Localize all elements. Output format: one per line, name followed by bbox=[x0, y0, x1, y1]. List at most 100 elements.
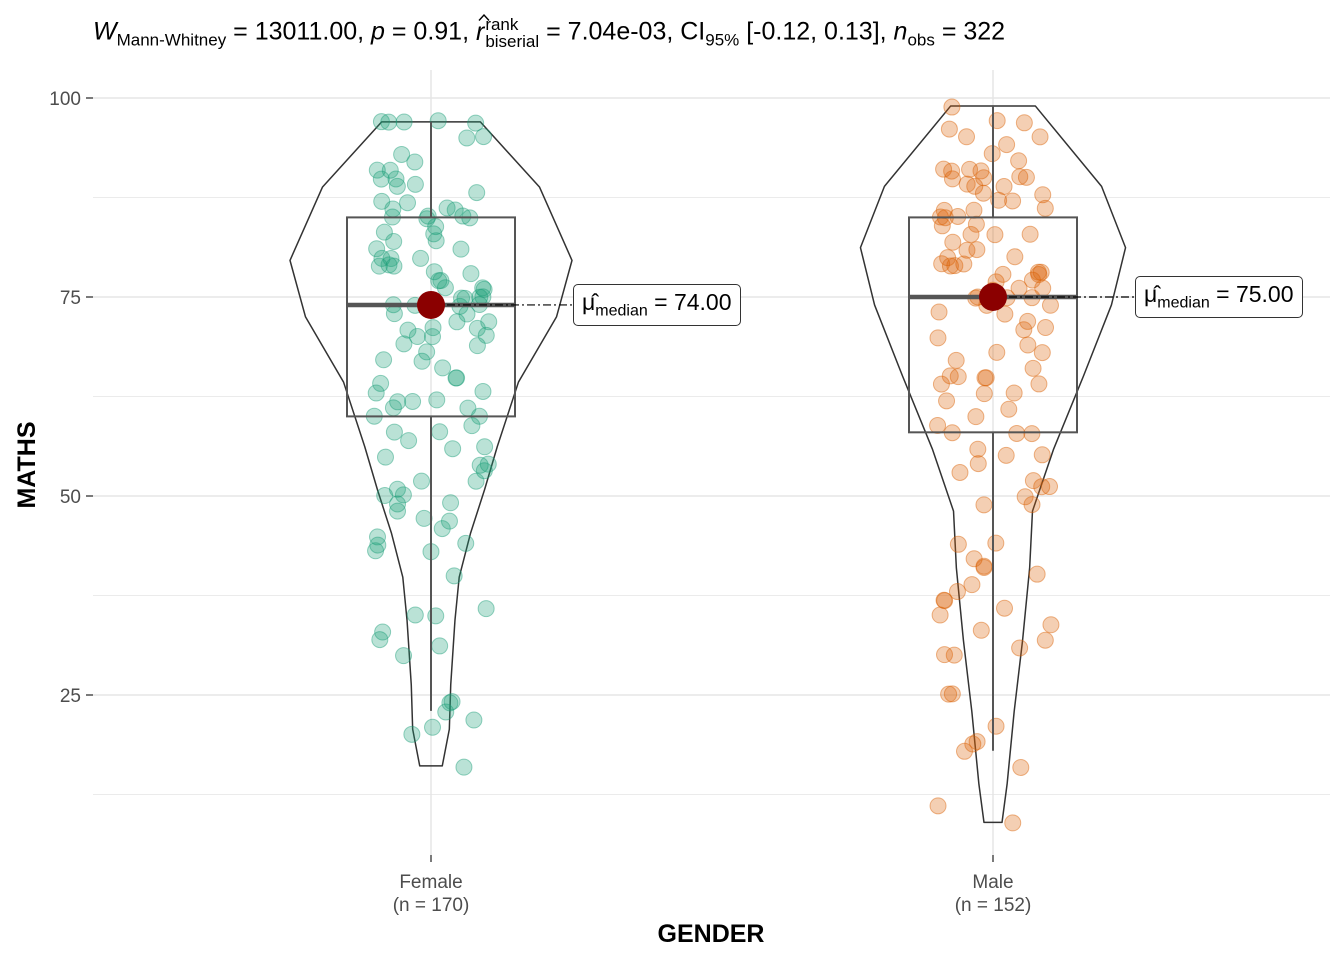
data-point bbox=[988, 343, 1006, 361]
data-point bbox=[969, 440, 987, 458]
data-point bbox=[468, 184, 486, 202]
data-point bbox=[436, 279, 454, 297]
data-point bbox=[944, 233, 962, 251]
data-point bbox=[1023, 271, 1041, 289]
data-point bbox=[389, 502, 407, 520]
data-point bbox=[465, 711, 483, 729]
data-point bbox=[399, 194, 417, 212]
data-point bbox=[441, 694, 459, 712]
data-point bbox=[947, 351, 965, 369]
data-point bbox=[428, 391, 446, 409]
data-point bbox=[969, 455, 987, 473]
data-point bbox=[1005, 384, 1023, 402]
group-female bbox=[289, 112, 573, 776]
data-point bbox=[427, 218, 445, 236]
data-point bbox=[367, 384, 385, 402]
data-point bbox=[1032, 263, 1050, 281]
data-point bbox=[445, 567, 463, 585]
data-point bbox=[943, 98, 961, 116]
data-point bbox=[967, 408, 985, 426]
data-point bbox=[936, 592, 954, 610]
violin-male bbox=[859, 105, 1127, 824]
data-point bbox=[988, 112, 1006, 130]
data-point bbox=[415, 509, 433, 527]
y-tick-label: 100 bbox=[49, 89, 81, 110]
data-point bbox=[956, 742, 974, 760]
data-point bbox=[977, 369, 995, 387]
data-point bbox=[382, 250, 400, 268]
x-axis-title: GENDER bbox=[658, 920, 765, 948]
data-point bbox=[935, 591, 953, 609]
data-point bbox=[938, 392, 956, 410]
data-point bbox=[372, 170, 390, 188]
x-axis: Female(n = 170) Male(n = 152) bbox=[393, 855, 1031, 916]
data-point bbox=[389, 495, 407, 513]
data-point bbox=[429, 112, 447, 130]
data-point bbox=[438, 199, 456, 217]
data-point bbox=[996, 305, 1014, 323]
y-tick-label: 25 bbox=[60, 686, 81, 707]
data-point bbox=[388, 177, 406, 195]
male-median-label: μ̂median = 75.00 bbox=[1135, 276, 1303, 318]
data-point bbox=[467, 114, 485, 132]
data-point bbox=[423, 328, 441, 346]
data-point bbox=[955, 255, 973, 273]
data-point bbox=[394, 486, 412, 504]
data-point bbox=[413, 472, 431, 490]
data-point bbox=[452, 240, 470, 258]
data-point bbox=[1004, 192, 1022, 210]
box-female bbox=[346, 216, 516, 418]
data-point bbox=[946, 257, 964, 275]
data-point bbox=[929, 416, 947, 434]
data-point bbox=[443, 693, 461, 711]
r-symbol-wrap: r bbox=[475, 13, 490, 47]
data-point bbox=[480, 313, 498, 331]
r-symbol: r bbox=[475, 17, 485, 46]
p-value: = 0.91, bbox=[384, 17, 476, 46]
data-point bbox=[476, 438, 494, 456]
data-point bbox=[433, 520, 451, 538]
data-point bbox=[385, 257, 403, 275]
data-point bbox=[455, 758, 473, 776]
data-point bbox=[975, 496, 993, 514]
data-point bbox=[929, 797, 947, 815]
data-point bbox=[1041, 478, 1059, 496]
data-point bbox=[948, 583, 966, 601]
n-value: = 322 bbox=[934, 17, 1006, 46]
data-point bbox=[474, 382, 492, 400]
data-point bbox=[941, 367, 959, 385]
data-point bbox=[1021, 225, 1039, 243]
data-point bbox=[962, 225, 980, 243]
data-point bbox=[986, 226, 1004, 244]
data-point bbox=[935, 160, 953, 178]
data-point bbox=[475, 128, 493, 146]
data-point bbox=[388, 480, 406, 498]
data-point bbox=[395, 647, 413, 665]
x-tick-count-female: (n = 170) bbox=[393, 895, 470, 916]
data-point bbox=[974, 184, 992, 202]
data-point bbox=[1017, 168, 1035, 186]
group-male bbox=[859, 98, 1135, 832]
data-point bbox=[419, 207, 437, 225]
data-point bbox=[968, 733, 986, 751]
data-point bbox=[1016, 488, 1034, 506]
data-point bbox=[1023, 496, 1041, 514]
data-point bbox=[943, 170, 961, 188]
data-point bbox=[940, 685, 958, 703]
data-point bbox=[367, 542, 385, 560]
data-point bbox=[987, 717, 1005, 735]
data-point bbox=[376, 448, 394, 466]
data-point bbox=[448, 313, 466, 331]
data-point bbox=[408, 328, 426, 346]
y-tick-label: 50 bbox=[60, 487, 81, 508]
data-point bbox=[412, 249, 430, 267]
data-point bbox=[943, 162, 961, 180]
r-scripts: rank biserial bbox=[485, 16, 539, 50]
data-point bbox=[458, 129, 476, 147]
data-point bbox=[1037, 319, 1055, 337]
data-point bbox=[1010, 152, 1028, 170]
gridlines bbox=[93, 70, 1330, 855]
n-sub: obs bbox=[907, 30, 935, 50]
data-point bbox=[1030, 265, 1048, 283]
